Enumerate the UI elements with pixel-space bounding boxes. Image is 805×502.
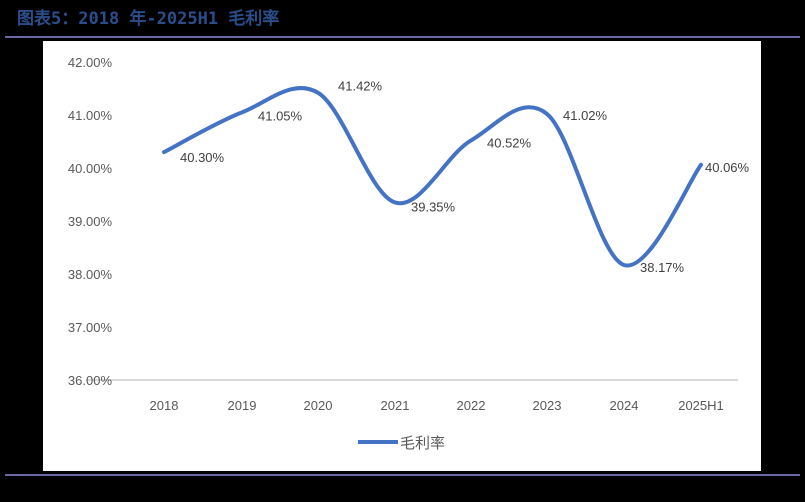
data-label: 40.52% [487,135,532,150]
x-tick-label: 2018 [150,398,179,413]
y-tick-label: 38.00% [68,267,113,282]
data-label: 40.30% [180,150,225,165]
data-label: 41.02% [563,108,608,123]
y-tick-label: 42.00% [68,55,113,70]
y-tick-label: 36.00% [68,373,113,388]
data-label: 41.42% [338,79,383,94]
series-line [162,86,703,268]
legend-label: 毛利率 [400,435,445,452]
y-tick-label: 41.00% [68,108,113,123]
x-tick-label: 2025H1 [678,398,724,413]
y-tick-label: 40.00% [68,161,113,176]
figure-title: 图表5：2018 年-2025H1 毛利率 [17,9,280,29]
x-tick-label: 2019 [228,398,257,413]
top-rule [5,36,800,38]
x-tick-label: 2020 [304,398,333,413]
x-tick-label: 2023 [533,398,562,413]
x-tick-label: 2021 [381,398,410,413]
data-label: 38.17% [640,260,685,275]
line-chart: 36.00% 37.00% 38.00% 39.00% 40.00% 41.00% 42.0… [68,55,750,452]
data-label: 41.05% [258,108,303,123]
chart-panel: 36.00% 37.00% 38.00% 39.00% 40.00% 41.00% 42.0… [43,41,761,471]
y-tick-label: 37.00% [68,320,113,335]
x-tick-label: 2024 [610,398,639,413]
data-label: 39.35% [411,199,456,214]
bottom-rule [5,474,800,476]
data-label: 40.06% [705,160,750,175]
x-tick-label: 2022 [457,398,486,413]
y-tick-label: 39.00% [68,214,113,229]
